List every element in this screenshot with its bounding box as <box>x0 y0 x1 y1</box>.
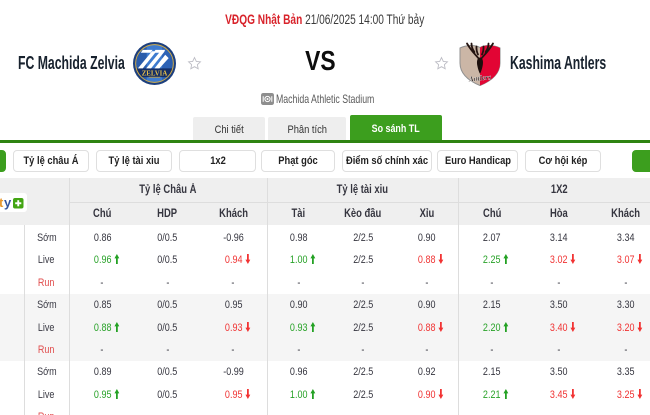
svg-text:ZELVIA: ZELVIA <box>142 70 168 77</box>
svg-text:Antlers: Antlers <box>467 72 491 83</box>
